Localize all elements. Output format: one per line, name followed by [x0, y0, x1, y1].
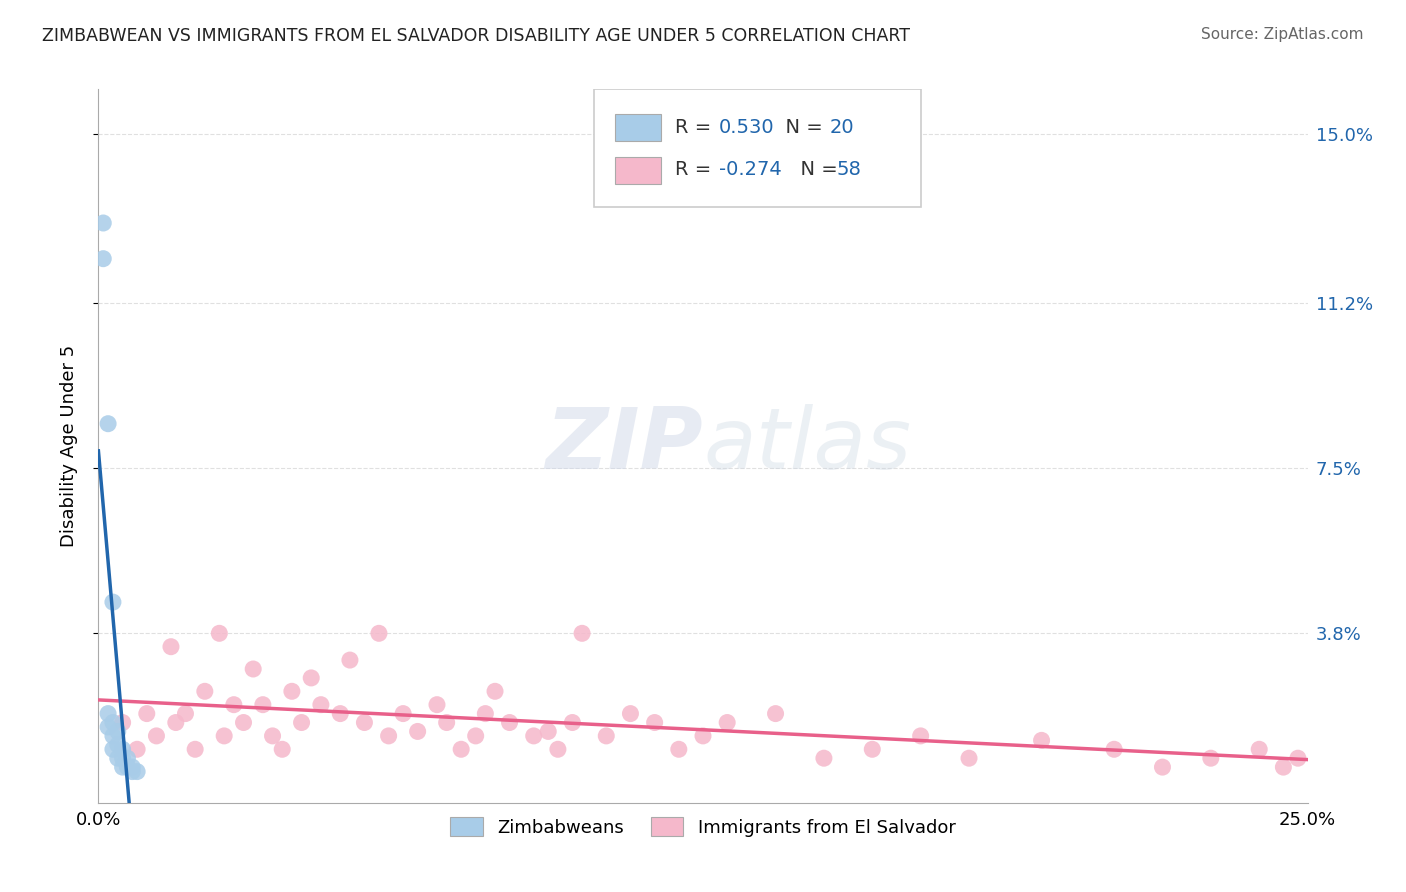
- Text: 20: 20: [830, 118, 855, 136]
- Point: [1031, 733, 1053, 747]
- Point: [111, 760, 134, 774]
- Point: [1152, 760, 1174, 774]
- Point: [208, 626, 231, 640]
- Point: [127, 742, 149, 756]
- Point: [184, 742, 207, 756]
- Point: [101, 742, 124, 756]
- Point: [464, 729, 486, 743]
- Point: [299, 671, 322, 685]
- Point: [97, 417, 120, 431]
- Y-axis label: Disability Age Under 5: Disability Age Under 5: [59, 345, 77, 547]
- Point: [91, 216, 114, 230]
- Point: [127, 764, 149, 779]
- Point: [111, 751, 134, 765]
- Point: [91, 252, 114, 266]
- Point: [242, 662, 264, 676]
- Text: N =: N =: [787, 161, 844, 179]
- Point: [194, 684, 217, 698]
- Point: [547, 742, 569, 756]
- Point: [107, 724, 129, 739]
- Point: [232, 715, 254, 730]
- Text: ZIMBABWEAN VS IMMIGRANTS FROM EL SALVADOR DISABILITY AGE UNDER 5 CORRELATION CHA: ZIMBABWEAN VS IMMIGRANTS FROM EL SALVADO…: [42, 27, 910, 45]
- Point: [1102, 742, 1125, 756]
- FancyBboxPatch shape: [614, 157, 661, 184]
- Point: [262, 729, 284, 743]
- FancyBboxPatch shape: [595, 89, 921, 207]
- Point: [619, 706, 641, 721]
- Text: R =: R =: [675, 118, 717, 136]
- Point: [252, 698, 274, 712]
- Point: [392, 706, 415, 721]
- Point: [329, 706, 352, 721]
- Point: [910, 729, 932, 743]
- Point: [406, 724, 429, 739]
- Point: [107, 751, 129, 765]
- Point: [121, 764, 143, 779]
- Point: [1199, 751, 1222, 765]
- Point: [595, 729, 617, 743]
- Point: [339, 653, 361, 667]
- Point: [498, 715, 520, 730]
- Point: [1249, 742, 1271, 756]
- Point: [290, 715, 312, 730]
- Point: [165, 715, 187, 730]
- FancyBboxPatch shape: [614, 114, 661, 141]
- Point: [160, 640, 183, 654]
- Point: [111, 742, 134, 756]
- Point: [368, 626, 391, 640]
- Point: [860, 742, 883, 756]
- Point: [957, 751, 980, 765]
- Point: [377, 729, 399, 743]
- Point: [353, 715, 375, 730]
- Point: [271, 742, 294, 756]
- Point: [1286, 751, 1309, 765]
- Point: [537, 724, 560, 739]
- Point: [281, 684, 304, 698]
- Text: 0.530: 0.530: [718, 118, 775, 136]
- Point: [135, 706, 157, 721]
- Point: [145, 729, 167, 743]
- Point: [117, 751, 139, 765]
- Point: [97, 720, 120, 734]
- Point: [174, 706, 197, 721]
- Point: [474, 706, 496, 721]
- Text: -0.274: -0.274: [718, 161, 782, 179]
- Point: [121, 760, 143, 774]
- Point: [222, 698, 245, 712]
- Point: [1272, 760, 1295, 774]
- Point: [484, 684, 506, 698]
- Point: [716, 715, 738, 730]
- Point: [111, 715, 134, 730]
- Text: N =: N =: [773, 118, 830, 136]
- Point: [765, 706, 787, 721]
- Text: atlas: atlas: [703, 404, 911, 488]
- Text: R =: R =: [675, 161, 717, 179]
- Text: 58: 58: [837, 161, 860, 179]
- Text: Source: ZipAtlas.com: Source: ZipAtlas.com: [1201, 27, 1364, 42]
- Legend: Zimbabweans, Immigrants from El Salvador: Zimbabweans, Immigrants from El Salvador: [443, 810, 963, 844]
- Point: [450, 742, 472, 756]
- Point: [426, 698, 449, 712]
- Point: [561, 715, 583, 730]
- Point: [571, 626, 593, 640]
- Point: [97, 706, 120, 721]
- Point: [692, 729, 714, 743]
- Point: [101, 595, 124, 609]
- Point: [101, 729, 124, 743]
- Point: [813, 751, 835, 765]
- Point: [668, 742, 690, 756]
- Point: [644, 715, 666, 730]
- Point: [523, 729, 546, 743]
- Point: [212, 729, 235, 743]
- Point: [117, 760, 139, 774]
- Text: ZIP: ZIP: [546, 404, 703, 488]
- Point: [101, 715, 124, 730]
- Point: [309, 698, 332, 712]
- Point: [107, 738, 129, 752]
- Point: [436, 715, 458, 730]
